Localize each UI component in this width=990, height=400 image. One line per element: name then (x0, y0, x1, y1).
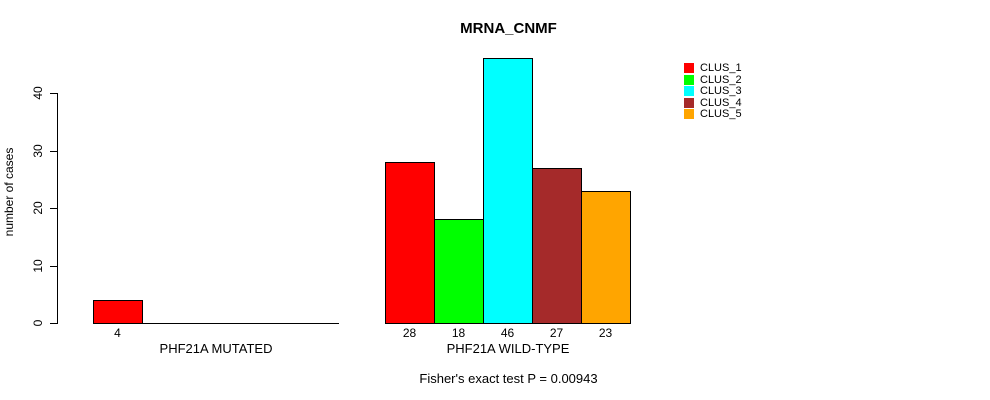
legend-swatch-clus_5 (684, 109, 694, 119)
legend-label: CLUS_5 (700, 108, 742, 120)
legend-swatch-clus_4 (684, 97, 694, 108)
y-tick (50, 150, 57, 152)
legend-label: CLUS_2 (700, 73, 742, 86)
legend-swatch-clus_2 (684, 74, 694, 85)
bar-value-label: 23 (598, 326, 613, 340)
bar-clus_1 (93, 300, 143, 324)
y-tick (50, 208, 57, 209)
bar-clus_1 (385, 162, 435, 324)
bar-value-label: 4 (114, 326, 121, 340)
chart-title: MRNA_CNMF (460, 20, 557, 37)
group-baseline (93, 323, 339, 324)
legend-swatch-clus_1 (684, 63, 694, 73)
bar-value-label: 28 (402, 326, 417, 340)
bar-clus_5 (581, 191, 631, 324)
y-tick (50, 93, 57, 94)
fisher-test-annotation: Fisher's exact test P = 0.00943 (419, 371, 598, 386)
legend-label: CLUS_3 (700, 85, 742, 97)
y-axis-line (57, 93, 58, 324)
y-tick (50, 265, 57, 267)
y-tick (50, 323, 57, 324)
bar-clus_2 (434, 219, 484, 324)
x-group-label-mutated: PHF21A MUTATED (159, 341, 273, 356)
bar-value-label: 27 (549, 326, 564, 340)
y-axis-label: number of cases (2, 147, 16, 237)
legend-label: CLUS_1 (700, 62, 742, 74)
y-tick-label: 20 (31, 201, 45, 215)
x-group-label-wild-type: PHF21A WILD-TYPE (446, 341, 570, 356)
bar-clus_3 (483, 58, 533, 324)
y-tick-label: 40 (31, 86, 45, 100)
y-tick-label: 30 (31, 143, 45, 158)
legend-swatch-clus_3 (684, 86, 694, 96)
y-tick-label: 0 (31, 319, 45, 327)
legend-label: CLUS_4 (700, 96, 742, 109)
bar-clus_4 (532, 168, 582, 324)
bar-value-label: 18 (451, 326, 466, 340)
bar-value-label: 46 (500, 326, 515, 340)
y-tick-label: 10 (31, 258, 45, 273)
